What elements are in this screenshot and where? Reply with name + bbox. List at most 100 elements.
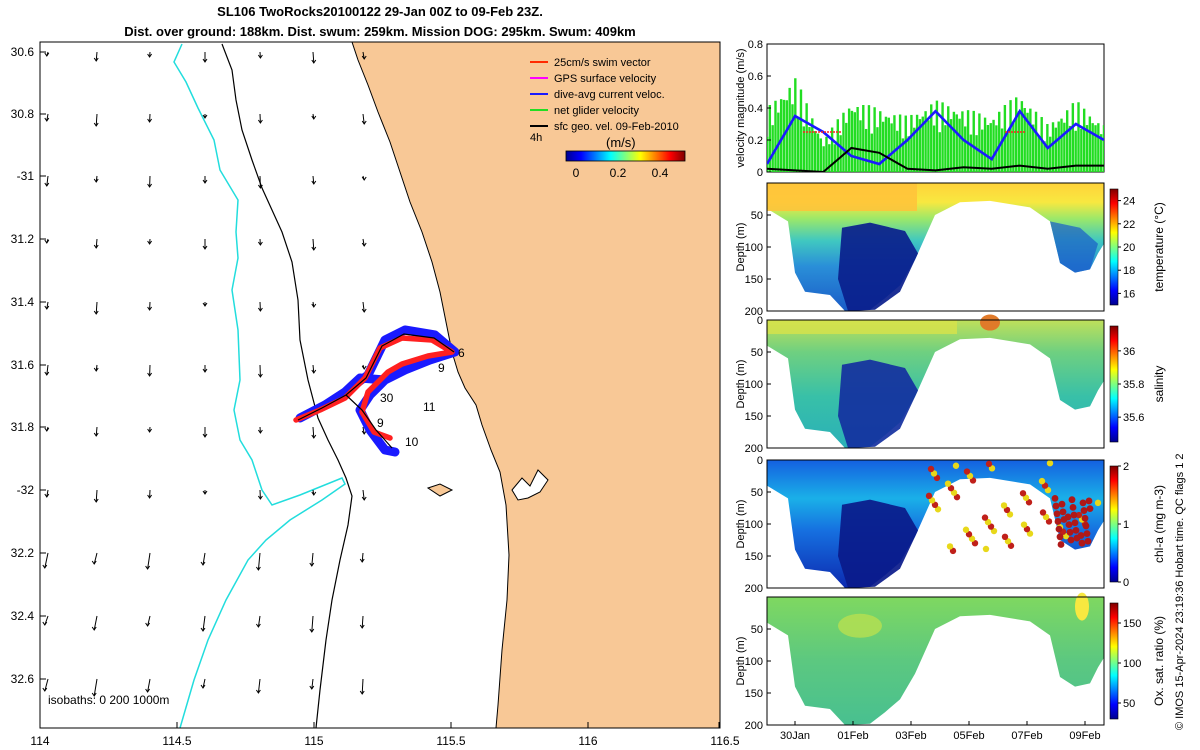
speed-colorbar	[565, 150, 686, 162]
section-x-tick-label: 07Feb	[1011, 730, 1042, 742]
section-panel: 50 100 150 200 Depth (m) 16 18 20 22 24 temperatur…	[735, 182, 1166, 318]
chl-sample-dot	[1071, 519, 1079, 527]
chl-sample-dot	[1041, 482, 1049, 489]
colorbar-tick-label: 35.6	[1123, 412, 1144, 424]
current-arrowhead	[93, 122, 99, 127]
inlet	[511, 469, 549, 501]
day-label: 6	[458, 346, 465, 360]
colorbar-tick-label: 2	[1123, 461, 1129, 473]
chl-sample-dot	[1084, 537, 1092, 545]
current-arrowhead	[202, 179, 208, 184]
chl-sample-dot	[1026, 530, 1034, 537]
current-arrowhead	[311, 369, 317, 374]
chl-sample-dot	[1081, 514, 1089, 522]
current-arrowhead	[42, 687, 48, 692]
chl-sample-dot	[947, 484, 955, 492]
velocity-y-tick-label: 0.8	[748, 39, 763, 51]
section-y-tick-label: 150	[745, 688, 763, 700]
chl-sample-dot	[1057, 541, 1065, 548]
chl-sample-dot	[1023, 525, 1031, 533]
current-arrowhead	[257, 119, 263, 124]
colorbar-tick-label: 20	[1123, 242, 1135, 254]
current-arrowhead	[255, 623, 261, 628]
chl-sample-dot	[1058, 500, 1066, 508]
chl-sample-dot	[1007, 542, 1015, 549]
current-arrowhead	[44, 52, 50, 57]
current-arrowhead	[147, 494, 153, 499]
chl-sample-dot	[1066, 528, 1074, 536]
section-deep-core	[838, 499, 918, 588]
current-arrowhead	[93, 367, 99, 372]
current-arrow	[93, 678, 98, 697]
current-arrow	[361, 678, 364, 695]
current-arrow	[202, 678, 206, 689]
chl-sample-dot	[969, 477, 977, 484]
current-arrowhead	[311, 115, 317, 120]
current-arrowhead	[361, 496, 367, 501]
section-y-tick-label: 0	[757, 455, 763, 467]
day-label: 30	[380, 391, 394, 405]
section-y-tick-label: 50	[751, 624, 763, 636]
map-y-tick-label: 31.2	[11, 232, 35, 246]
colorbar-tick-label: 24	[1123, 196, 1135, 208]
chl-sample-dot	[953, 493, 961, 501]
copyright-text: © IMOS 15-Apr-2024 23:19:36 Hobart time.…	[1174, 453, 1186, 730]
current-arrow	[44, 552, 49, 569]
current-arrow	[257, 615, 261, 628]
current-arrow	[312, 238, 315, 251]
map-y-tick-label: 31.4	[11, 295, 35, 309]
chl-sample-dot	[1055, 525, 1063, 533]
current-arrow	[361, 552, 364, 563]
map-frame	[39, 41, 721, 729]
legend-sfc-geo: sfc geo. vel. 09-Feb-2010	[554, 121, 679, 133]
section-y-tick-label: 200	[745, 443, 763, 455]
chl-sample-dot	[987, 523, 995, 530]
section-y-tick-label: 0	[757, 315, 763, 327]
colorbar-tick-label: 35.8	[1123, 379, 1144, 391]
current-arrowhead	[44, 117, 50, 122]
current-arrowhead	[361, 308, 367, 313]
current-arrow	[46, 364, 49, 376]
current-arrowhead	[359, 624, 365, 629]
current-arrowhead	[200, 684, 206, 689]
section-y-tick-label: 100	[745, 519, 763, 531]
current-arrowhead	[202, 490, 208, 495]
current-arrow	[95, 113, 98, 127]
current-arrowhead	[44, 371, 50, 376]
current-arrowhead	[361, 55, 367, 60]
current-arrow	[147, 615, 151, 627]
current-arrowhead	[93, 244, 99, 249]
chl-sample-dot	[981, 514, 989, 521]
current-arrow	[202, 552, 206, 566]
current-arrowhead	[44, 182, 50, 187]
current-arrowhead	[200, 561, 206, 566]
oxygen-patch	[838, 613, 882, 638]
map-x-tick-label: 114	[30, 734, 49, 748]
current-arrowhead	[145, 565, 151, 570]
current-arrowhead	[361, 120, 367, 125]
current-arrowhead	[359, 558, 365, 563]
map-x-tick-label: 115	[304, 734, 323, 748]
velocity-panel: 0 0.2 0.4 0.6 0.8 velocity magnitude (m/s)	[735, 39, 1105, 179]
current-arrowhead	[257, 184, 263, 189]
chl-sample-dot	[1045, 518, 1053, 525]
chl-sample-dot	[1038, 477, 1046, 485]
current-arrow	[46, 175, 49, 187]
chl-sample-dot	[1083, 530, 1091, 537]
chl-sample-dot	[971, 540, 979, 547]
surface-salinity-layer	[767, 320, 957, 334]
chl-sample-dot	[963, 468, 971, 475]
chl-sample-dot	[1060, 516, 1068, 523]
section-ylabel: Depth (m)	[735, 223, 747, 272]
colorbar-tick-label: 22	[1123, 219, 1135, 231]
current-arrowhead	[145, 622, 151, 627]
current-arrowhead	[257, 429, 263, 434]
chl-sample-dot	[985, 460, 993, 468]
chart-title-line1: SL106 TwoRocks20100122 29-Jan 00Z to 09-…	[217, 4, 543, 19]
chl-sample-dot	[1054, 518, 1062, 525]
section-colorbar	[1109, 465, 1119, 583]
chl-sample-dot	[1067, 536, 1075, 544]
current-arrow	[257, 552, 261, 571]
chl-sample-dot	[1039, 509, 1047, 516]
